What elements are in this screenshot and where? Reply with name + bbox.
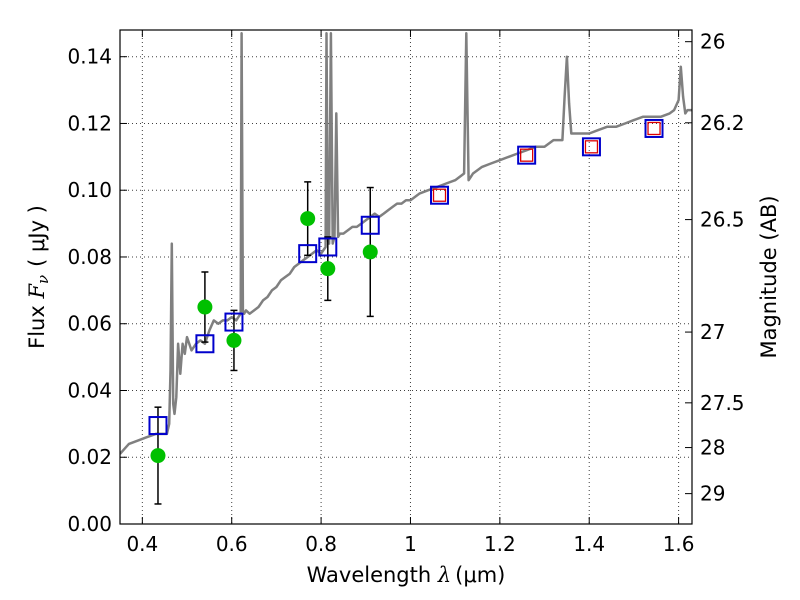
blue-square-marker	[360, 215, 380, 235]
blue-square-marker	[318, 237, 338, 257]
y2-tick-label: 26.2	[700, 111, 745, 135]
blue-square-marker	[644, 118, 664, 138]
y-tick-label: 0.02	[67, 445, 112, 469]
y2-tick-label: 28	[700, 436, 725, 460]
x-tick-label: 0.6	[216, 532, 248, 556]
x-tick-label: 1	[404, 532, 417, 556]
blue-square-marker	[195, 334, 215, 354]
y-axis-label: Flux Fν( μJy )	[25, 205, 52, 349]
y2-axis-label: Magnitude (AB)	[757, 195, 781, 358]
y-tick-label: 0.08	[67, 245, 112, 269]
red-square-marker	[647, 121, 661, 136]
spectrum-line	[120, 32, 692, 455]
red-square-marker	[584, 140, 599, 154]
red-square-marker	[432, 188, 447, 202]
x-tick-label: 0.4	[126, 532, 158, 556]
green-point	[226, 332, 242, 348]
x-tick-label: 1.2	[484, 532, 516, 556]
y2-tick-label: 26.5	[700, 208, 745, 232]
green-point	[150, 448, 166, 464]
plot-frame	[119, 29, 693, 525]
blue-square-marker	[224, 312, 244, 332]
y-tick-label: 0.10	[67, 178, 112, 202]
ticks-layer: 0.4 0.6 0.8 1 1.2 1.4 1.6 0.00 0.02 0.04 0.06 0.08 0…	[67, 30, 744, 556]
red-square-marker	[520, 148, 534, 162]
y2-tick-label: 27	[700, 320, 725, 344]
green-point	[300, 211, 316, 227]
x-tick-label: 1.6	[663, 532, 695, 556]
x-tick-label: 1.4	[573, 532, 605, 556]
blue-square-marker	[430, 185, 450, 205]
y2-tick-label: 29	[700, 482, 725, 506]
x-axis-label: Wavelength λ (μm)	[307, 563, 506, 587]
green-point	[362, 244, 378, 260]
blue-square-marker	[148, 416, 168, 436]
y2-tick-label: 26	[700, 30, 725, 54]
y2-tick-label: 27.5	[700, 391, 745, 415]
y-tick-label: 0.06	[67, 312, 112, 336]
y-tick-label: 0.12	[67, 111, 112, 135]
green-point	[197, 299, 213, 315]
y-tick-label: 0.00	[67, 512, 112, 536]
y-tick-label: 0.14	[67, 45, 112, 69]
blue-square-marker	[517, 145, 537, 165]
data-layer	[120, 32, 692, 505]
x-tick-label: 0.8	[305, 532, 337, 556]
green-point	[320, 261, 336, 277]
y-tick-label: 0.04	[67, 378, 112, 402]
blue-square-marker	[581, 137, 601, 157]
blue-square-marker	[298, 244, 318, 264]
